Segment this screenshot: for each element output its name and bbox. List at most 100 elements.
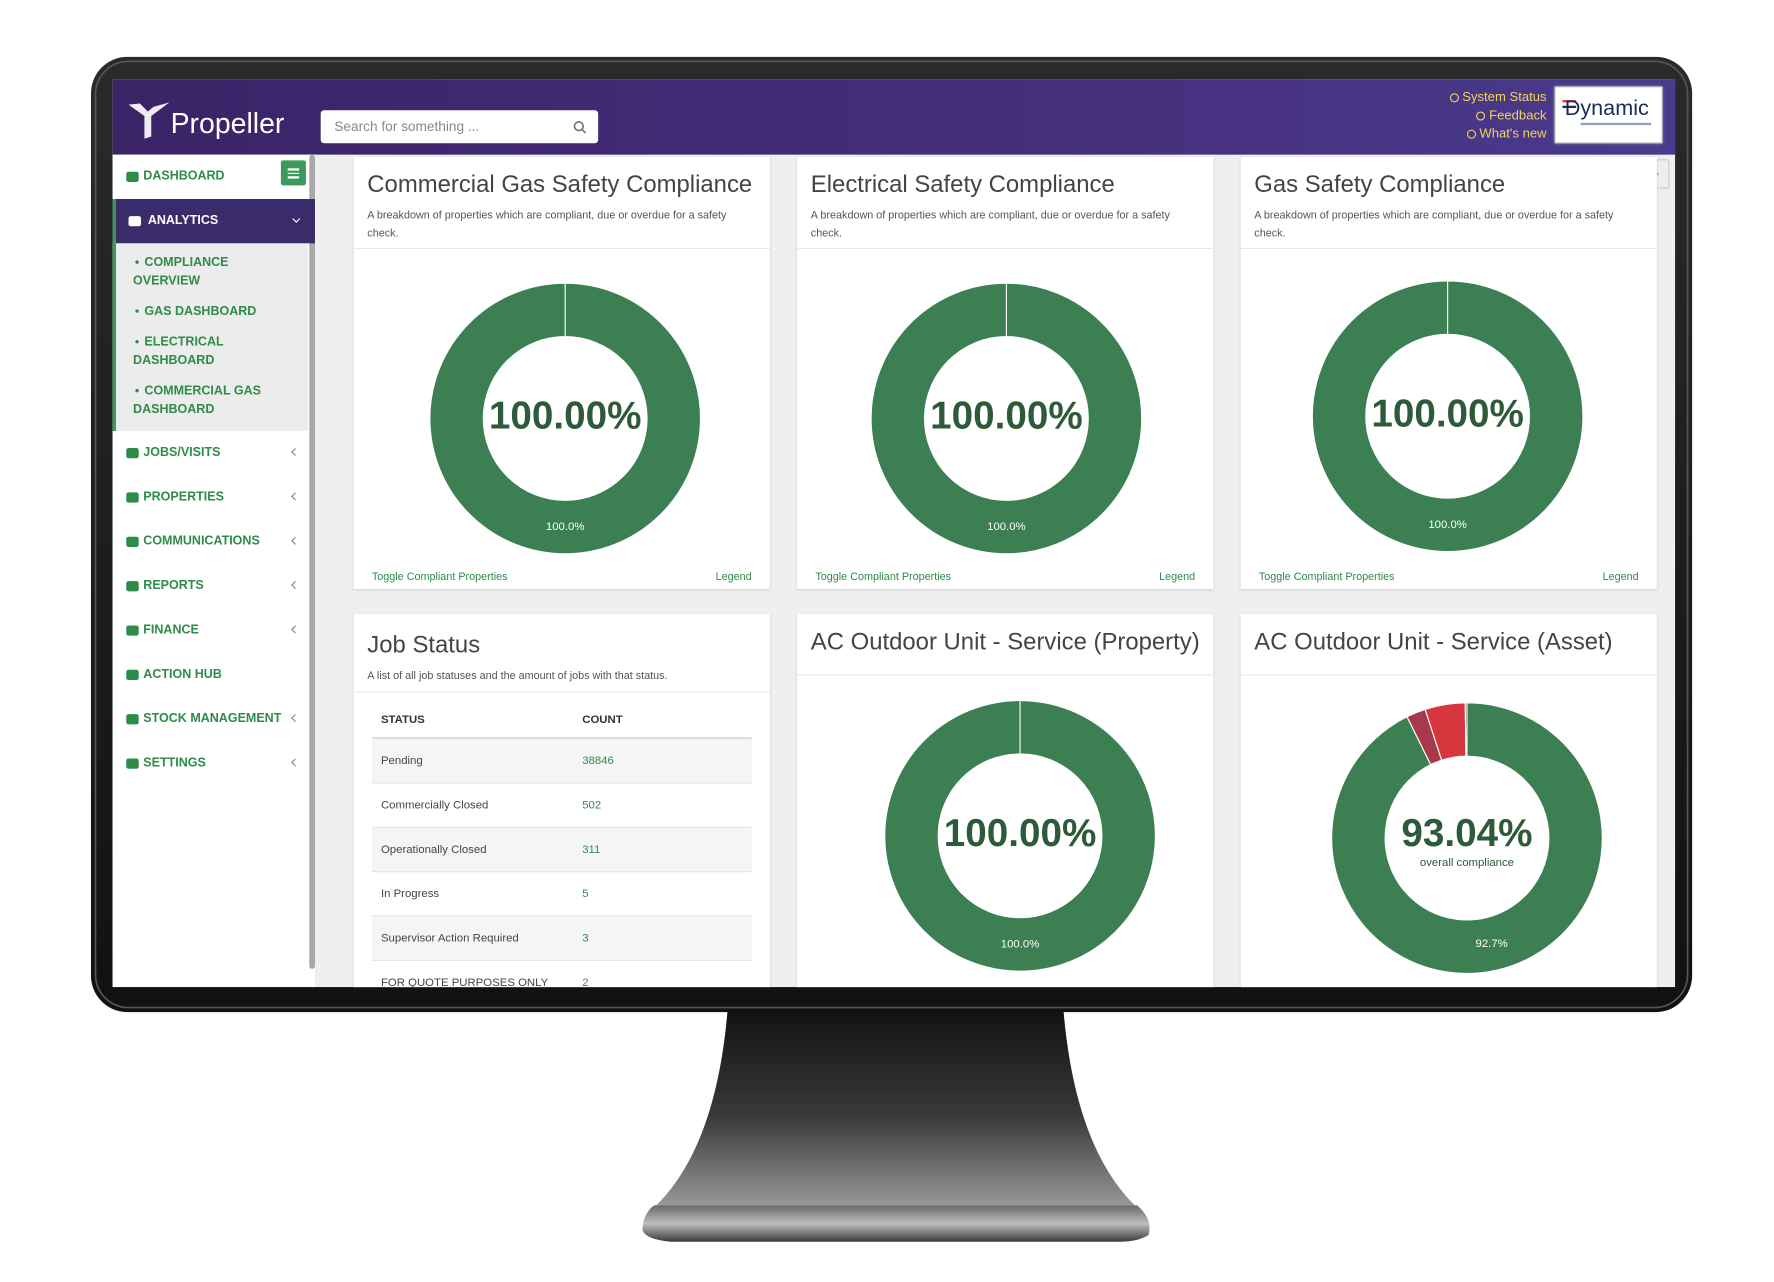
nav-item[interactable]: COMMUNICATIONS (113, 520, 309, 564)
chart-panel: Gas Safety Compliance A breakdown of prop… (1240, 156, 1657, 590)
divider (353, 247, 770, 250)
nav-item[interactable]: REPORTS (113, 564, 309, 608)
nav-icon (126, 536, 139, 547)
count-cell: 5 (582, 888, 589, 901)
donut-segment (870, 282, 1143, 555)
divider (1240, 674, 1657, 676)
panel-description: A breakdown of properties which are comp… (367, 209, 727, 240)
center-sublabel: overall compliance (1420, 857, 1514, 869)
submenu-item[interactable]: COMMERCIAL GAS DASHBOARD (133, 375, 292, 424)
link-text: Feedback (1489, 109, 1547, 123)
screen: Propeller Search for something ... Syste… (112, 79, 1676, 988)
brand-name[interactable]: Propeller (170, 108, 285, 140)
table-row: Pending 38846 (371, 739, 752, 784)
count-cell: 502 (582, 799, 602, 812)
center-label: 100.00% (930, 395, 1083, 438)
submenu-label: ELECTRICAL DASHBOARD (133, 335, 224, 368)
donut-segment (1464, 702, 1468, 757)
nav-item[interactable]: PROPERTIES (113, 475, 309, 519)
table-panel: Job Status A list of all job statuses and… (353, 614, 770, 988)
table-row: Commercially Closed 502 (371, 784, 752, 828)
search-box[interactable]: Search for something ... (320, 110, 599, 144)
top-bar: Propeller Search for something ... Syste… (112, 79, 1676, 155)
bullet (135, 260, 139, 264)
panel-description: A breakdown of properties which are comp… (810, 209, 1170, 240)
top-links: System Status Feedback What's new (1449, 89, 1547, 144)
bullet (135, 340, 139, 344)
menu-line (287, 176, 300, 178)
scrollbar[interactable] (309, 154, 315, 969)
nav-icon (126, 714, 139, 725)
donut-chart: 100.0% 100.00% (1311, 280, 1584, 553)
nav-item[interactable]: ACTION HUB (113, 653, 309, 697)
nav-icon (126, 669, 139, 681)
header-rule (371, 736, 752, 740)
chevron (291, 581, 300, 590)
divider (1240, 247, 1657, 250)
donut-segment (429, 282, 702, 555)
donut-chart: 92.7% 93.04% overall compliance (1331, 702, 1603, 974)
legend-link[interactable]: Legend (1159, 570, 1196, 584)
brand-icon (128, 102, 170, 139)
submenu-item[interactable]: COMPLIANCE OVERVIEW (133, 247, 292, 296)
submenu-label: GAS DASHBOARD (144, 304, 257, 319)
menu-line (287, 168, 300, 171)
link-icon (1466, 129, 1476, 139)
link-icon (1449, 93, 1459, 103)
panel-description: A list of all job statuses and the amoun… (367, 669, 668, 683)
top-link[interactable]: Feedback (1450, 107, 1547, 125)
donut-chart: 100.0% 100.00% (884, 699, 1156, 972)
nav-icon (126, 171, 139, 182)
table-row: Operationally Closed 311 (371, 827, 752, 873)
donut-chart: 100.0% 100.00% (870, 282, 1143, 555)
center-label: 100.00% (1371, 392, 1524, 435)
toggle-link[interactable]: Toggle Compliant Properties (815, 570, 952, 584)
nav-item[interactable]: JOBS/VISITS (113, 431, 309, 475)
nav-label: ACTION HUB (143, 667, 222, 682)
status-cell: Commercially Closed (380, 799, 489, 812)
legend-link[interactable]: Legend (1602, 570, 1639, 584)
chart-panel: Electrical Safety Compliance A breakdown … (797, 156, 1214, 590)
table-row: FOR QUOTE PURPOSES ONLY 2 (372, 961, 752, 987)
sidebar: DASHBOARD ANALYTICS COMPLIANCE OVERVIEW GAS… (112, 154, 315, 988)
chevron (291, 448, 300, 457)
nav-item[interactable]: FINANCE (113, 608, 309, 652)
count-cell: 38846 (582, 755, 614, 768)
donut-segment (1331, 702, 1603, 974)
nav-label: FINANCE (143, 623, 199, 637)
nav-item[interactable]: STOCK MANAGEMENT (113, 697, 309, 741)
nav-item[interactable]: DASHBOARD (113, 155, 309, 199)
nav-icon (126, 625, 139, 636)
menu-toggle[interactable] (280, 160, 306, 186)
nav-icon (126, 492, 139, 503)
table-row: In Progress 5 (371, 872, 752, 917)
search-placeholder: Search for something ... (334, 118, 480, 135)
top-link[interactable]: System Status (1449, 89, 1547, 107)
submenu-item[interactable]: ELECTRICAL DASHBOARD (133, 326, 292, 375)
toggle-link[interactable]: Toggle Compliant Properties (371, 570, 508, 584)
center-label: 93.04% (1401, 812, 1532, 855)
donut-chart: 100.0% 100.00% (429, 282, 702, 555)
nav-icon (126, 758, 139, 769)
nav-item[interactable]: ANALYTICS (112, 199, 315, 244)
top-link[interactable]: What's new (1450, 125, 1547, 143)
segment-label: 92.7% (1476, 938, 1508, 950)
donut-segment (1311, 280, 1584, 553)
nav-icon (128, 216, 142, 227)
nav-item[interactable]: SETTINGS (113, 741, 309, 785)
client-name: Dynamic (1564, 96, 1649, 121)
divider (797, 674, 1214, 676)
logo-stripe (1562, 100, 1577, 103)
monitor-neck (653, 1007, 1138, 1208)
link-icon (1476, 111, 1486, 121)
menu-line (287, 172, 300, 174)
chart-panel: AC Outdoor Unit - Service (Asset) 92.7% 93… (1240, 614, 1657, 988)
toggle-link[interactable]: Toggle Compliant Properties (1258, 570, 1395, 584)
submenu-item[interactable]: GAS DASHBOARD (133, 296, 292, 327)
legend-link[interactable]: Legend (715, 570, 752, 584)
chevron (292, 214, 301, 223)
submenu: COMPLIANCE OVERVIEW GAS DASHBOARD ELECTRIC… (112, 243, 309, 431)
nav-icon (126, 448, 139, 459)
panel-description: A breakdown of properties which are comp… (1254, 209, 1614, 240)
